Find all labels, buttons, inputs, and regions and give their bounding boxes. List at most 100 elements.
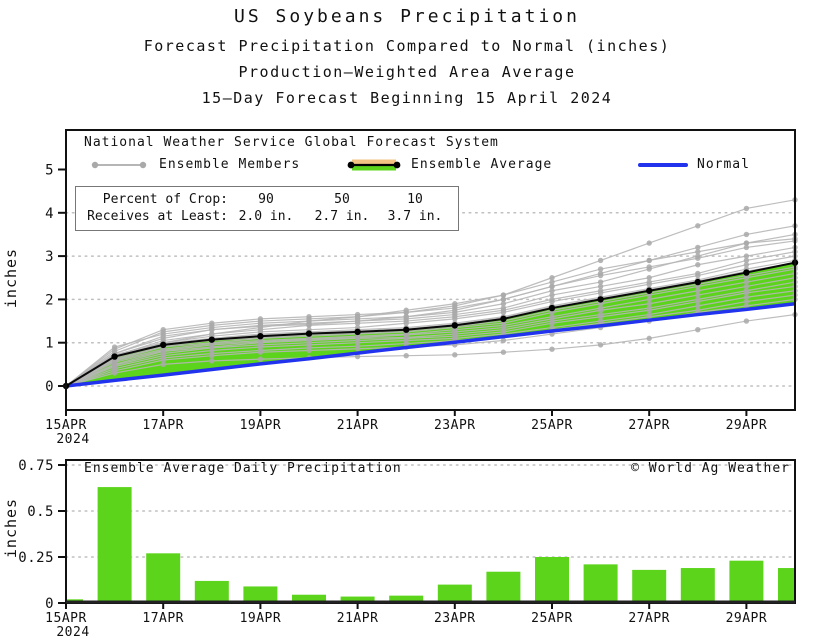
ensemble-member-dot [549,346,555,352]
ensemble-member-line [65,294,796,387]
ensemble-member-dot [452,352,458,358]
info-row-percent: Percent of Crop: 90 50 10 [80,191,450,208]
ensemble-member-dot [354,346,361,352]
ensemble-member-dot [549,298,555,305]
ensemble-member-dot [549,279,555,285]
ensemble-member-dot [597,283,604,290]
top-y-axis-label: inches [2,248,20,308]
copyright-label: © World Ag Weather [631,461,790,476]
ensemble-member-dot [743,283,750,290]
ensemble-member-dot [646,307,652,313]
ensemble-member-line [65,240,796,387]
daily-precip-bar [632,569,667,602]
ensemble-member-dot [743,262,750,268]
ensemble-member-dot [257,349,264,355]
ensemble-member-dot [354,314,361,320]
ensemble-member-dot [695,292,701,298]
ensemble-member-line [65,281,796,387]
ensemble-member-dot [549,275,555,281]
axis-tick-label: 29APR [726,418,768,433]
ensemble-member-dot [597,257,604,264]
ensemble-member-line [65,255,796,387]
axis-tick-label: 25APR [531,418,573,433]
ensemble-member-dot [695,249,701,255]
ensemble-member-dot [743,240,750,246]
ensemble-members-swatch-icon [91,161,147,168]
ensemble-member-dot [743,275,750,281]
info-label: Percent of Crop: [102,192,228,207]
axis-tick-label: 15APR [45,418,87,433]
axis-tick-label: 21APR [337,418,379,433]
daily-precip-bar [340,596,375,602]
info-value: 50 [334,192,350,207]
axis-tick-label: 19APR [240,418,282,433]
ensemble-member-dot [452,301,458,307]
ensemble-average-dot [208,336,215,343]
ensemble-member-dot [646,257,652,264]
daily-precip-bar [292,594,326,602]
info-value: 10 [407,192,423,207]
percent-of-crop-info-box: Percent of Crop: 90 50 10 Receives at Le… [75,186,459,231]
above-normal-fill [66,262,795,386]
axis-tick-label: 15APR [45,611,87,626]
ensemble-member-dot [695,262,701,268]
ensemble-member-dot [646,292,652,298]
ensemble-member-dot [695,288,701,294]
ensemble-average-dot [305,330,313,337]
info-row-receives: Receives at Least: 2.0 in. 2.7 in. 3.7 i… [80,208,450,225]
ensemble-average-swatch-icon [347,159,401,170]
ensemble-member-dot [646,296,652,303]
ensemble-average-dot [646,287,653,294]
daily-precip-bar [194,580,229,602]
axis-tick-label: 23APR [434,418,476,433]
ensemble-member-dot [695,223,701,229]
axis-tick-label: 0.25 [18,550,54,566]
ensemble-average-dot [548,304,556,312]
ensemble-average-line [65,261,796,387]
ensemble-member-dot [597,266,604,272]
ensemble-average-dot [743,269,750,276]
ensemble-average-dot [500,315,507,323]
ensemble-member-dot [597,272,604,279]
legend-label-average: Ensemble Average [411,157,553,172]
ensemble-member-dot [597,290,604,296]
axis-tick-label: 1 [45,336,54,352]
ensemble-member-dot [403,352,409,359]
ensemble-member-dot [549,288,555,294]
ensemble-member-dot [160,333,166,339]
axis-tick-label: 0 [45,379,54,395]
ensemble-member-line [65,259,796,387]
ensemble-member-line [65,268,796,387]
ensemble-average-dot [451,322,458,329]
axis-tick-label: 17APR [142,611,184,626]
axis-tick-label: 0.75 [18,458,54,474]
daily-precip-bar [778,568,794,602]
ensemble-average-dot [694,278,701,286]
ensemble-average-dot [403,326,410,333]
page-title: US Soybeans Precipitation [234,6,580,27]
daily-precip-bar [97,487,132,602]
ensemble-member-dot [549,292,555,298]
info-value: 3.7 in. [387,209,443,224]
axis-tick-label: 23APR [434,611,476,626]
daily-precip-bar [680,568,715,602]
ensemble-member-dot [743,253,750,259]
ensemble-member-dot [160,361,166,368]
ensemble-member-dot [500,296,507,303]
info-label: Receives at Least: [87,209,228,224]
ensemble-member-dot [549,309,555,316]
ensemble-member-line [65,290,796,387]
axis-tick-label: 2024 [56,625,89,640]
ensemble-average-dot [597,296,604,303]
ensemble-member-line [65,277,796,387]
daily-precip-bar [146,553,181,602]
ensemble-member-dot [452,316,458,322]
ensemble-member-dot [695,283,701,290]
ensemble-member-dot [209,358,215,364]
ensemble-member-line [65,233,796,387]
daily-precip-bar [437,584,472,602]
ensemble-member-dot [597,301,604,307]
daily-precip-bar [535,557,569,602]
subtitle-1: Forecast Precipitation Compared to Norma… [143,37,671,55]
